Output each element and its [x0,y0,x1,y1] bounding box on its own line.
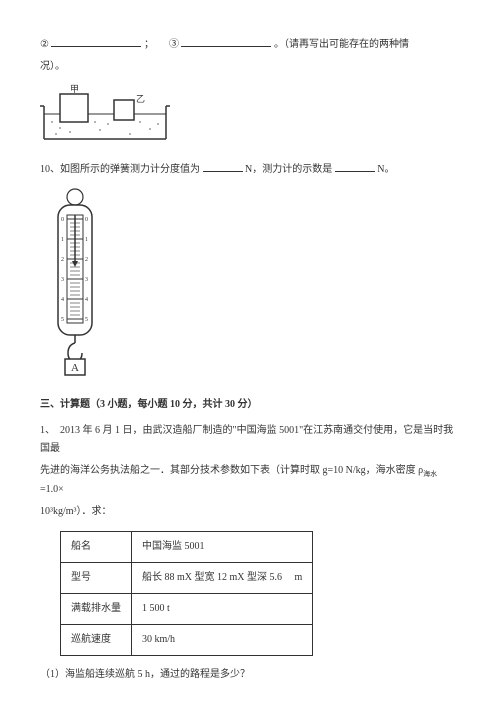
num-2: ② [40,39,49,50]
table-key: 巡航速度 [61,624,132,655]
table-value: 30 km/h [132,624,313,655]
svg-text:5: 5 [61,317,64,323]
svg-text:4: 4 [85,297,88,303]
svg-text:0: 0 [85,217,88,223]
svg-text:5: 5 [85,317,88,323]
svg-text:1: 1 [85,237,88,243]
num-3: ③ [169,39,179,50]
block-a-label: A [71,362,79,374]
tail-text-2: 况）。 [40,61,65,72]
svg-text:3: 3 [85,277,88,283]
table-key: 型号 [61,562,132,593]
blank-2[interactable] [51,36,141,47]
table-row: 船名中国海监 5001 [61,531,313,562]
question-fragment-line1: ② ； ③ 。（请再写出可能存在的两种情 [40,36,460,54]
sub-question-1: （1）海监船连续巡航 5 h，通过的路程是多少？ [40,666,460,684]
q1-line-a: 1、 2013 年 6 月 1 日，由武汉造船厂制造的"中国海监 5001"在江… [40,422,460,458]
label-jia: 甲 [70,84,79,94]
table-key: 满载排水量 [61,593,132,624]
question-fragment-line2: 况）。 [40,58,460,76]
spec-table: 船名中国海监 5001型号船长 88 mX 型宽 12 mX 型深 5.6 m满… [60,531,313,656]
table-row: 满载排水量1 500 t [61,593,313,624]
table-value: 中国海监 5001 [132,531,313,562]
svg-text:4: 4 [61,297,64,303]
table-row: 巡航速度30 km/h [61,624,313,655]
question-10: 10、如图所示的弹簧测力计分度值为 N，测力计的示数是 N。 [40,161,460,179]
q10-prefix: 10、如图所示的弹簧测力计分度值为 [40,164,200,175]
svg-text:1: 1 [61,237,64,243]
svg-text:2: 2 [61,257,64,263]
semicolon: ； [144,39,154,50]
svg-text:0: 0 [61,217,64,223]
svg-text:2: 2 [85,257,88,263]
figure-dynamometer: 0 0 1 1 2 2 3 3 4 4 5 5 A [40,187,460,384]
blank-q10-1[interactable] [203,161,243,172]
q1-line-c: 10³kg/m³）．求： [40,503,460,521]
table-row: 型号船长 88 mX 型宽 12 mX 型深 5.6 m [61,562,313,593]
q10-unit2: N。 [377,164,394,175]
q1-line-b: 先进的海洋公务执法船之一．其部分技术参数如下表（计算时取 g=10 N/kg，海… [40,462,460,499]
label-yi: 乙 [136,94,145,104]
q10-unit1: N，测力计的示数是 [245,164,332,175]
table-value: 船长 88 mX 型宽 12 mX 型深 5.6 m [132,562,313,593]
section-3-title: 三、计算题（3 小题，每小题 10 分，共计 30 分） [40,396,460,414]
tail-text: 。（请再写出可能存在的两种情 [274,39,409,50]
blank-3[interactable] [181,36,271,47]
table-value: 1 500 t [132,593,313,624]
svg-text:3: 3 [61,277,64,283]
figure-container-blocks: 甲 乙 [40,84,460,151]
blank-q10-2[interactable] [335,161,375,172]
table-key: 船名 [61,531,132,562]
